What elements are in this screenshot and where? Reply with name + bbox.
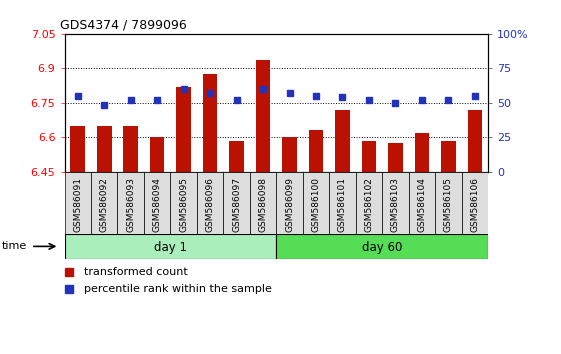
Text: day 1: day 1 <box>154 241 187 254</box>
Text: GSM586091: GSM586091 <box>73 177 82 232</box>
Text: GSM586094: GSM586094 <box>153 177 162 232</box>
Text: transformed count: transformed count <box>84 267 187 277</box>
Text: time: time <box>1 241 26 251</box>
Bar <box>388 143 403 172</box>
Bar <box>441 141 456 172</box>
Bar <box>150 137 164 172</box>
Bar <box>197 172 223 234</box>
Text: GSM586097: GSM586097 <box>232 177 241 232</box>
Bar <box>91 172 117 234</box>
Bar <box>435 172 462 234</box>
Bar <box>362 141 376 172</box>
Text: GSM586093: GSM586093 <box>126 177 135 232</box>
Bar <box>382 172 408 234</box>
Bar <box>356 172 382 234</box>
Bar <box>276 172 303 234</box>
Bar <box>256 60 270 172</box>
Bar <box>229 141 244 172</box>
Bar <box>462 172 488 234</box>
Text: GSM586106: GSM586106 <box>470 177 479 232</box>
Bar <box>335 110 350 172</box>
Bar <box>303 172 329 234</box>
Bar <box>329 172 356 234</box>
Text: GSM586098: GSM586098 <box>259 177 268 232</box>
Bar <box>97 126 112 172</box>
Bar <box>415 133 429 172</box>
Bar <box>250 172 276 234</box>
Bar <box>176 87 191 172</box>
Text: GSM586105: GSM586105 <box>444 177 453 232</box>
Text: GSM586100: GSM586100 <box>311 177 320 232</box>
Bar <box>282 137 297 172</box>
Text: GDS4374 / 7899096: GDS4374 / 7899096 <box>60 18 187 31</box>
Text: GSM586102: GSM586102 <box>365 177 374 232</box>
Bar <box>65 172 91 234</box>
Text: GSM586101: GSM586101 <box>338 177 347 232</box>
Bar <box>65 234 276 259</box>
Bar <box>223 172 250 234</box>
Bar <box>276 234 488 259</box>
Bar <box>203 74 218 172</box>
Bar <box>144 172 171 234</box>
Bar <box>408 172 435 234</box>
Bar <box>71 126 85 172</box>
Bar <box>171 172 197 234</box>
Bar <box>309 130 323 172</box>
Text: GSM586092: GSM586092 <box>100 177 109 232</box>
Bar <box>123 126 138 172</box>
Text: GSM586099: GSM586099 <box>285 177 294 232</box>
Bar <box>117 172 144 234</box>
Text: GSM586095: GSM586095 <box>179 177 188 232</box>
Text: day 60: day 60 <box>362 241 402 254</box>
Bar <box>467 110 482 172</box>
Text: GSM586104: GSM586104 <box>417 177 426 232</box>
Text: GSM586103: GSM586103 <box>391 177 400 232</box>
Text: GSM586096: GSM586096 <box>206 177 215 232</box>
Text: percentile rank within the sample: percentile rank within the sample <box>84 284 272 294</box>
